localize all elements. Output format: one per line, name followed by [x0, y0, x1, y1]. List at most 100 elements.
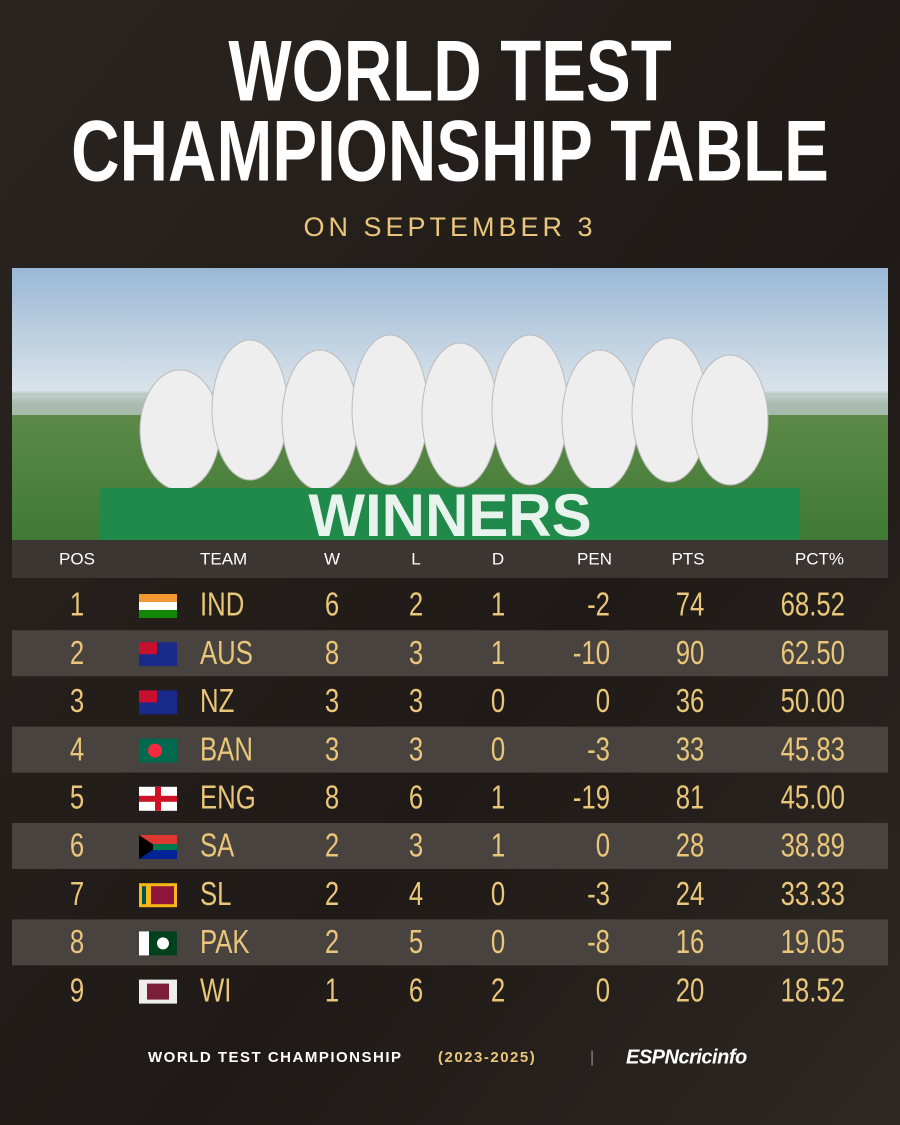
- flag: [151, 886, 174, 905]
- flag: [139, 883, 177, 908]
- flag: [157, 937, 169, 950]
- flag: [148, 743, 162, 758]
- cell: 6: [409, 972, 423, 1009]
- flag: [139, 786, 177, 811]
- cell: 1: [325, 972, 339, 1009]
- cell: 1: [491, 587, 505, 624]
- cell: 9: [70, 972, 84, 1009]
- table: POS TEAM W L D PEN PTS PCT%1 IND 6 2 1 -2 74 68.522 AUS…: [12, 549, 888, 1009]
- cell: 74: [676, 587, 705, 624]
- subtitle: ON SEPTEMBER 3: [303, 212, 596, 242]
- cell: 33.33: [781, 876, 845, 913]
- flag: [153, 844, 177, 850]
- cell: 3: [325, 731, 339, 768]
- cell: 5: [70, 780, 84, 817]
- cell: 8: [325, 780, 339, 817]
- cell: 45.83: [781, 731, 845, 768]
- flag: [139, 690, 177, 715]
- flag: [139, 931, 149, 956]
- cell: 7: [70, 876, 84, 913]
- column-header: W: [324, 549, 340, 568]
- cell: 62.50: [781, 635, 845, 672]
- column-header: D: [492, 549, 504, 568]
- footer-separator: |: [590, 1049, 594, 1066]
- flag: [139, 835, 177, 859]
- team-name: ENG: [200, 780, 256, 817]
- cell: 4: [70, 731, 84, 768]
- cell: 68.52: [781, 587, 845, 624]
- cell: 28: [676, 828, 705, 865]
- cell: 6: [409, 780, 423, 817]
- cell: 20: [676, 972, 705, 1009]
- cell: -3: [587, 876, 610, 913]
- cell: 1: [491, 828, 505, 865]
- cell: -3: [587, 731, 610, 768]
- flag: [139, 594, 177, 602]
- flag: [139, 602, 177, 610]
- cell: 0: [596, 828, 610, 865]
- cell: 2: [325, 876, 339, 913]
- cell: 24: [676, 876, 705, 913]
- cell: 90: [676, 635, 705, 672]
- cell: 3: [409, 731, 423, 768]
- cell: 6: [70, 828, 84, 865]
- cell: 8: [325, 635, 339, 672]
- cell: 3: [325, 683, 339, 720]
- cell: 0: [491, 683, 505, 720]
- flag: [142, 886, 146, 905]
- cell: 3: [409, 828, 423, 865]
- cell: 33: [676, 731, 705, 768]
- title-line: WORLD TEST: [228, 24, 671, 120]
- flag: [139, 642, 177, 667]
- cell: 0: [596, 972, 610, 1009]
- flag: [139, 610, 177, 618]
- cell: -10: [573, 635, 610, 672]
- cell: 36: [676, 683, 705, 720]
- cell: 2: [491, 972, 505, 1009]
- column-header: PCT%: [795, 549, 844, 568]
- cell: 2: [325, 828, 339, 865]
- cell: 38.89: [781, 828, 845, 865]
- cell: 19.05: [781, 924, 845, 961]
- flag: [139, 690, 157, 703]
- cell: 45.00: [781, 780, 845, 817]
- column-header: PEN: [577, 549, 612, 568]
- title-line: CHAMPIONSHIP TABLE: [71, 104, 829, 200]
- cell: 50.00: [781, 683, 845, 720]
- cell: -8: [587, 924, 610, 961]
- cell: 3: [409, 683, 423, 720]
- svg-text:WINNERS: WINNERS: [308, 482, 591, 549]
- column-header: PTS: [671, 549, 704, 568]
- cell: 1: [491, 635, 505, 672]
- cell: 5: [409, 924, 423, 961]
- footer: WORLD TEST CHAMPIONSHIP (2023-2025) | ES…: [148, 1046, 747, 1068]
- cell: 4: [409, 876, 423, 913]
- flag: [139, 738, 177, 763]
- footer-name: WORLD TEST CHAMPIONSHIP: [148, 1049, 403, 1066]
- team-name: SA: [200, 828, 235, 865]
- cell: 1: [491, 780, 505, 817]
- photo: WINNERS: [12, 268, 888, 549]
- flag: [139, 835, 157, 859]
- team-name: AUS: [200, 635, 253, 672]
- team-name: NZ: [200, 683, 234, 720]
- flag: [147, 983, 169, 1000]
- team-name: SL: [200, 876, 231, 913]
- column-header: POS: [59, 549, 95, 568]
- cell: 16: [676, 924, 705, 961]
- cell: 1: [70, 587, 84, 624]
- cell: -2: [587, 587, 610, 624]
- flag: [139, 979, 177, 1004]
- team-name: BAN: [200, 731, 253, 768]
- column-header: L: [411, 549, 420, 568]
- flag: [139, 642, 157, 655]
- cell: 3: [70, 683, 84, 720]
- cell: 2: [70, 635, 84, 672]
- header-bar: [12, 540, 888, 578]
- cell: 0: [596, 683, 610, 720]
- footer-brand: ESPNcricinfo: [626, 1046, 747, 1068]
- team-name: IND: [200, 587, 244, 624]
- cell: 81: [676, 780, 705, 817]
